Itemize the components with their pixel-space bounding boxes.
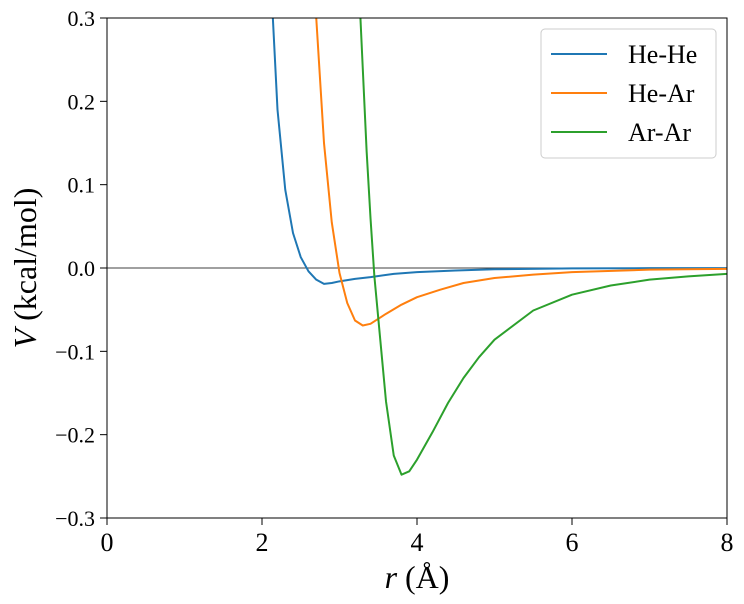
y-tick-label: 0.2 xyxy=(68,89,96,114)
y-axis-label-variable: V xyxy=(7,325,43,348)
x-tick-label: 2 xyxy=(256,528,269,557)
x-tick-label: 0 xyxy=(101,528,114,557)
legend-label-he-ar: He-Ar xyxy=(628,79,695,108)
legend-label-he-he: He-He xyxy=(628,40,697,69)
y-axis-label: V (kcal/mol) xyxy=(7,188,43,349)
y-tick-label: −0.2 xyxy=(55,423,95,448)
y-tick-label: 0.1 xyxy=(68,173,96,198)
legend-label-ar-ar: Ar-Ar xyxy=(628,118,691,147)
x-tick-label: 8 xyxy=(721,528,734,557)
series-line-ar-ar xyxy=(359,18,727,476)
y-tick-label: −0.3 xyxy=(55,506,95,531)
x-axis-label-variable: r xyxy=(385,559,398,595)
x-tick-label: 4 xyxy=(411,528,424,557)
y-tick-label: −0.1 xyxy=(55,339,95,364)
x-axis-label: r (Å) xyxy=(385,559,450,595)
legend: He-He He-Ar Ar-Ar xyxy=(540,28,717,159)
y-axis: −0.3 −0.2 −0.1 0.0 0.1 0.2 0.3 xyxy=(55,6,107,531)
y-axis-label-unit: (kcal/mol) xyxy=(7,188,43,329)
series-line-he-ar xyxy=(315,18,727,327)
series-line-he-he xyxy=(271,18,727,285)
x-tick-label: 6 xyxy=(566,528,579,557)
series-group xyxy=(271,18,727,476)
x-axis: 0 2 4 6 8 xyxy=(101,518,734,557)
y-tick-label: 0.3 xyxy=(68,6,96,31)
y-tick-label: 0.0 xyxy=(68,256,96,281)
legend-box xyxy=(540,28,717,159)
x-axis-label-unit: (Å) xyxy=(397,559,449,595)
